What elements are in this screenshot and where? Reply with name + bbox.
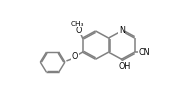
Text: O: O	[72, 52, 78, 61]
Text: N: N	[119, 26, 125, 35]
Text: OH: OH	[119, 62, 131, 71]
Text: O: O	[76, 26, 82, 35]
Text: CN: CN	[138, 48, 150, 57]
Text: CH₃: CH₃	[70, 21, 84, 26]
